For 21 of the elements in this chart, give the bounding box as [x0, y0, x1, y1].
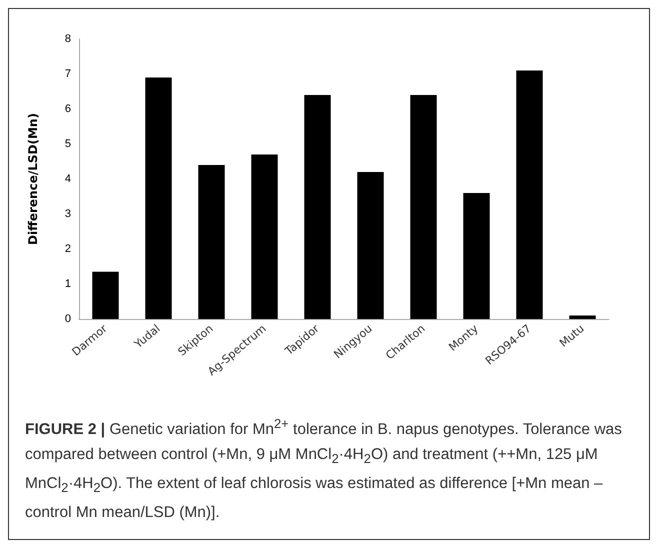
y-tick-label: 2: [64, 243, 71, 255]
y-tick-label: 5: [64, 138, 71, 150]
bar: [410, 95, 437, 319]
bar: [92, 272, 119, 319]
bar: [569, 316, 596, 319]
bar: [516, 70, 543, 319]
y-tick-label: 7: [64, 68, 71, 80]
bar: [357, 172, 384, 319]
bar: [145, 78, 172, 319]
bar: [463, 193, 490, 319]
bar: [198, 165, 225, 319]
y-tick-label: 6: [64, 103, 71, 115]
y-tick-label: 0: [64, 313, 71, 325]
text: FIGURE 2 | Genetic variation for Mn$^{2+}$ tolerance in B. napus genotypes. Tolerance was compared between control (+Mn, 9 μM MnCl$_{2}$·4H$_{2}$O) and treatment (++Mn, 125 μM MnCl$_{2}$·4H$_{2}$O). The extent of leaf chlorosis was estimated as difference [+Mn mean – control Mn mean/LSD (Mn)].: [25, 416, 622, 522]
bar: [251, 154, 278, 319]
y-tick-label: 3: [64, 208, 71, 220]
bar: [304, 95, 331, 319]
y-axis-title: Difference/LSD(Mn): [26, 113, 40, 245]
y-tick-label: 8: [64, 33, 71, 45]
y-tick-label: 1: [64, 278, 71, 290]
y-tick-label: 4: [64, 173, 71, 185]
